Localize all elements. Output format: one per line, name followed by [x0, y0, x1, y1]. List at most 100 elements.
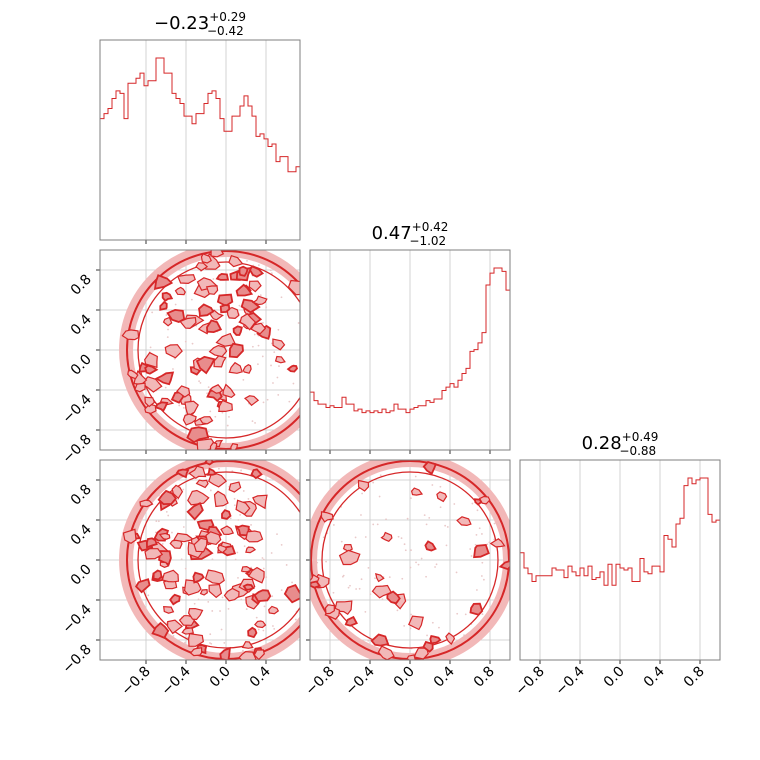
- density-contour: [151, 621, 170, 639]
- sample-point: [251, 345, 254, 348]
- density-contour: [272, 338, 286, 351]
- density-contour: [161, 291, 174, 302]
- density-contour: [268, 605, 280, 615]
- sample-point: [172, 368, 174, 370]
- sample-point: [247, 498, 250, 500]
- sample-point: [250, 524, 252, 526]
- sample-point: [396, 609, 399, 612]
- density-contour: [245, 530, 264, 543]
- sample-point: [401, 577, 404, 580]
- sample-point: [233, 497, 236, 500]
- density-contour: [209, 441, 218, 450]
- sample-point: [221, 411, 224, 414]
- sample-point: [277, 328, 280, 331]
- sample-point: [400, 537, 403, 540]
- sample-point: [372, 523, 375, 526]
- sample-point: [198, 380, 200, 383]
- sample-point: [360, 578, 363, 581]
- density-contour: [254, 620, 267, 629]
- panel-frame: [99, 249, 301, 451]
- sample-point: [367, 639, 370, 642]
- sample-point: [265, 576, 268, 579]
- density-contour: [320, 511, 334, 523]
- density-contour: [154, 401, 169, 413]
- density-contour: [235, 283, 254, 297]
- sample-point: [341, 575, 344, 578]
- sample-point: [272, 382, 274, 384]
- sample-point: [273, 351, 276, 354]
- marginal-panel-param1: [99, 39, 301, 244]
- density-contour: [209, 384, 224, 394]
- joint-panel-param2-param3: −0.8 −0.4 0.0 0.4 0.8: [302, 459, 511, 699]
- title-median: 0.47: [372, 223, 412, 244]
- density-contour: [187, 489, 210, 506]
- sample-point: [381, 598, 384, 601]
- density-contour: [489, 538, 506, 548]
- density-contour: [206, 319, 223, 334]
- sample-point: [306, 358, 308, 360]
- sample-point: [313, 370, 315, 372]
- sample-point: [439, 485, 442, 488]
- sample-point: [164, 386, 167, 389]
- x-tick-label: −0.4: [552, 663, 587, 698]
- density-contour: [174, 286, 186, 296]
- sample-point: [324, 365, 326, 367]
- sample-point: [263, 605, 266, 608]
- sample-point: [184, 567, 187, 570]
- density-contour: [235, 524, 250, 537]
- sample-point: [302, 369, 304, 371]
- sample-point: [280, 589, 283, 592]
- x-tick-label: 0.8: [471, 664, 498, 691]
- sample-point: [226, 424, 229, 427]
- sample-point: [278, 365, 280, 367]
- density-contour: [245, 546, 257, 554]
- sample-point: [276, 376, 279, 379]
- sample-point: [273, 627, 276, 630]
- density-contour: [473, 498, 483, 506]
- title-median: 0.28: [582, 433, 622, 454]
- sample-point: [261, 557, 264, 559]
- density-contour: [223, 587, 240, 602]
- sample-point: [207, 386, 210, 389]
- density-contour: [162, 316, 173, 327]
- y-tick-label: −0.4: [59, 601, 94, 636]
- density-contour: [166, 308, 186, 323]
- sample-point: [446, 526, 449, 528]
- sample-point: [238, 304, 241, 307]
- sample-point: [270, 272, 273, 274]
- density-contour: [344, 615, 358, 627]
- density-contour: [127, 369, 139, 380]
- sample-point: [297, 322, 300, 324]
- density-contour: [247, 566, 265, 584]
- sample-point: [376, 523, 379, 526]
- density-contour: [228, 361, 243, 374]
- density-contour: [175, 468, 190, 479]
- sample-point: [211, 610, 214, 612]
- sample-point: [481, 533, 483, 535]
- density-contour: [176, 274, 196, 285]
- density-contour: [228, 342, 244, 359]
- y-tick-label: −0.4: [59, 391, 94, 426]
- density-contour: [473, 544, 490, 559]
- density-contour: [253, 649, 265, 660]
- density-contour: [183, 579, 202, 596]
- y-tick-label: −0.8: [59, 432, 94, 467]
- sample-point: [182, 526, 185, 528]
- sample-point: [464, 613, 467, 616]
- density-contour: [163, 605, 175, 614]
- density-contour: [154, 371, 175, 386]
- sample-point: [434, 566, 436, 568]
- density-contour: [208, 344, 228, 358]
- sample-point: [378, 495, 381, 498]
- sample-point: [280, 543, 283, 546]
- sample-point: [364, 536, 367, 538]
- sample-point: [406, 517, 409, 520]
- sample-point: [147, 594, 150, 597]
- sample-point: [207, 601, 210, 603]
- sample-point: [455, 571, 458, 574]
- sample-point: [302, 402, 304, 404]
- density-contour: [189, 647, 203, 657]
- sample-point: [165, 510, 168, 513]
- histogram-step-line: [100, 57, 300, 173]
